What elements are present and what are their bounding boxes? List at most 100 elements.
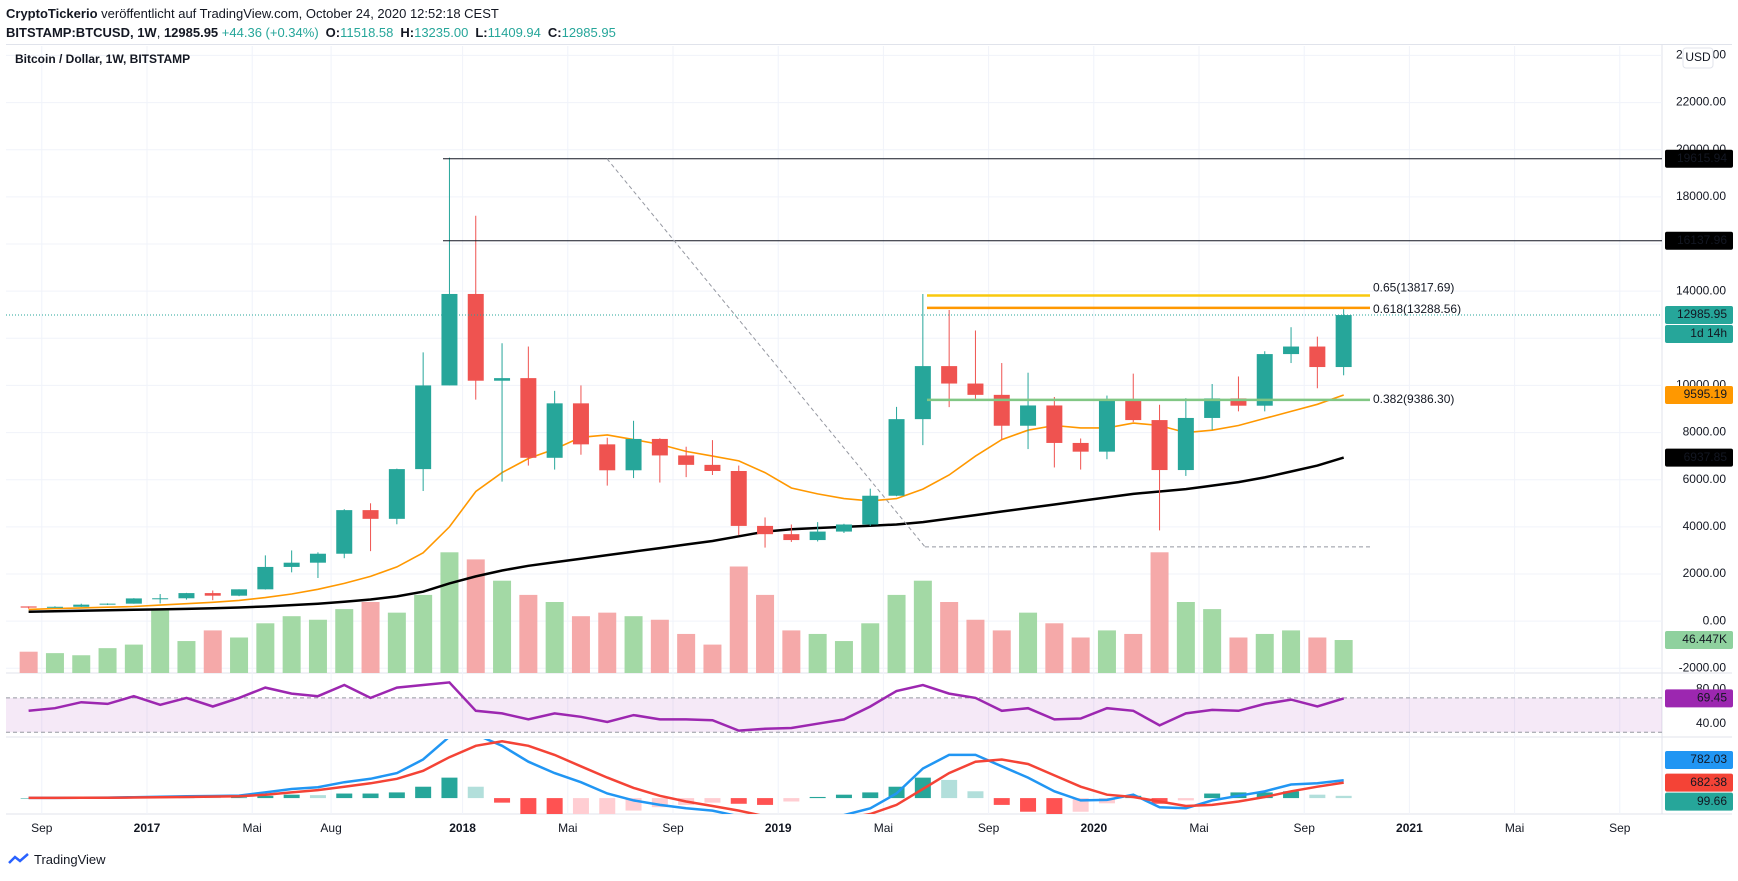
macd-hist-bar	[494, 798, 511, 803]
rsi-tick-label: 40.00	[1696, 716, 1726, 730]
fib-label: 0.382(9386.30)	[1373, 392, 1454, 406]
volume-bar	[493, 580, 512, 673]
volume-bar	[1229, 637, 1248, 673]
x-tick-label: Mai	[1189, 821, 1208, 835]
x-tick-label: Sep	[31, 821, 53, 835]
macd-line	[28, 739, 1344, 814]
candle-body	[257, 566, 274, 590]
x-tick-label: Sep	[662, 821, 684, 835]
macd-hist-bar	[704, 798, 721, 803]
macd-hist-bar	[520, 798, 537, 814]
x-tick-label: Mai	[1505, 821, 1524, 835]
resistance-tag: 19615.94	[1665, 149, 1733, 168]
macd-tag-text: 782.03	[1690, 752, 1727, 766]
macd-hist-bar	[467, 786, 484, 799]
volume-bar	[1176, 602, 1195, 673]
volume-bar	[256, 623, 275, 673]
y-tick-label: 22000.00	[1676, 95, 1726, 109]
rsi-line	[28, 681, 1345, 732]
symbol: BITSTAMP:BTCUSD, 1W	[6, 25, 157, 40]
volume-tag: 46.447K	[1665, 631, 1733, 650]
y-tick-label: -2000.00	[1679, 660, 1727, 674]
macd-hist-bar	[730, 798, 747, 804]
volume-bar	[1019, 612, 1038, 673]
ohlc-key: C:	[547, 25, 562, 40]
candle-body	[757, 525, 774, 535]
chart-title: Bitcoin / Dollar, 1W, BITSTAMP	[15, 52, 190, 66]
candle-body	[835, 524, 852, 532]
ma-tag-bg	[1665, 448, 1733, 467]
macd-hist-bar	[336, 793, 353, 799]
candle-body	[678, 455, 695, 465]
macd-hist-bar	[1046, 798, 1063, 814]
candle-body	[546, 403, 563, 458]
volume-bar	[440, 552, 459, 673]
candle-body	[1125, 400, 1142, 421]
macd-tag-bg	[1665, 773, 1733, 792]
author: CryptoTickerio	[6, 6, 98, 21]
volume-bar	[1255, 633, 1274, 673]
ohlc-value: 12985.95	[561, 25, 616, 40]
rsi-tag-text: 69.45	[1697, 691, 1727, 705]
candle-body	[914, 366, 931, 420]
rsi-tag-bg	[1665, 689, 1733, 708]
ohlc-key: H:	[400, 25, 415, 40]
candle-body	[73, 604, 90, 607]
currency: USD	[1685, 50, 1711, 64]
candle-body	[388, 469, 405, 519]
candle-body	[362, 510, 379, 519]
x-tick-label: Sep	[1609, 821, 1631, 835]
macd-hist-bar	[388, 792, 405, 799]
macd-hist-bar	[757, 798, 774, 805]
grid	[6, 54, 1662, 669]
volume-bar	[1071, 637, 1090, 673]
macd-hist-bar	[967, 791, 984, 799]
macd-hist-bar	[1177, 798, 1194, 801]
candle-body	[1151, 420, 1168, 471]
candle-body	[941, 366, 958, 384]
volume-bar	[729, 566, 748, 673]
volume-bar	[335, 609, 354, 673]
volume-bar	[45, 653, 64, 673]
macd-hist-bar	[862, 792, 879, 799]
ohlc-value: 13235.00	[414, 25, 469, 40]
resistance-tag-bg	[1665, 231, 1733, 250]
macd-hist-bar	[809, 796, 826, 799]
volume-bar	[545, 602, 564, 673]
volume-bar	[1203, 609, 1222, 673]
volume-bar	[756, 594, 775, 673]
candle-body	[1020, 405, 1037, 426]
candle-body	[809, 531, 826, 541]
candle-body	[704, 464, 721, 471]
volume-bar	[966, 619, 985, 673]
volume-tag-bg	[1665, 631, 1733, 650]
macd-hist-bar	[1256, 792, 1273, 799]
volume-bar	[887, 594, 906, 673]
candle-body	[1098, 400, 1115, 452]
main-pane: 0.65(13817.69) 0.618(13288.56) 0.382(9386.…	[19, 157, 1662, 673]
macd-tag-bg	[1665, 792, 1733, 811]
volume-bar	[1045, 623, 1064, 673]
y-tick-label: 14000.00	[1676, 283, 1726, 297]
candle-body	[888, 419, 905, 496]
volume-bar	[414, 594, 433, 673]
macd-pane	[20, 739, 1352, 814]
candle-body	[309, 553, 326, 563]
macd-hist-bar	[783, 798, 800, 802]
volume-bar	[861, 623, 880, 673]
volume-bar	[98, 648, 117, 673]
candle-body	[178, 593, 195, 599]
ma-tag-text: 6937.85	[1684, 450, 1728, 464]
macd-hist-bar	[599, 798, 616, 814]
countdown-tag-text: 1d 14h	[1690, 326, 1727, 340]
volume-bar	[834, 641, 853, 673]
macd-hist-bar	[941, 779, 958, 799]
change: +44.36 (+0.34%)	[221, 25, 319, 40]
fib-label: 0.618(13288.56)	[1373, 302, 1461, 316]
candle-body	[730, 470, 747, 526]
volume-bar	[466, 559, 485, 673]
y-tick-label: 4000.00	[1683, 519, 1727, 533]
volume-bar	[72, 655, 91, 673]
volume-bar	[230, 637, 249, 673]
candle-body	[520, 378, 537, 458]
